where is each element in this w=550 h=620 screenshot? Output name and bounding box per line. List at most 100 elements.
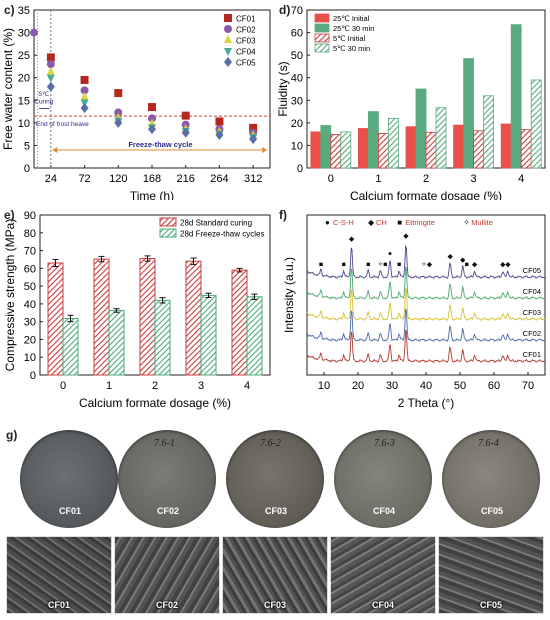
sem-label: CF02 [155,600,178,610]
cycle-arrow-head-right [262,146,268,153]
bar [310,131,322,169]
legend-label: C-S-H [333,218,354,227]
sem-label: CF03 [263,600,286,610]
y-tick-label: 10 [291,140,303,152]
xrd-pattern [306,245,546,279]
y-tick-label: 35 [18,5,30,17]
dish-cf05: 7.6-4 CF05 [442,430,542,530]
fluidity-chart: 0 10 20 30 40 50 60 70 0 1 2 3 4 Calcium formate dosa… [276,3,546,203]
bar [320,125,332,169]
data-point [224,35,232,43]
data-point [80,102,89,113]
bar [463,58,475,169]
dish-surface [226,430,324,528]
legend-label: CF04 [236,48,256,57]
y-tick-label: 80 [24,228,36,240]
legend-label: 28d Standard curing [180,219,252,228]
dish-label: CF02 [156,506,179,516]
data-point [80,75,89,84]
legend-swatch [314,23,330,33]
data-point [46,60,55,69]
x-tick-label: 168 [143,173,161,185]
xrd-chart: 10 20 30 40 50 60 70 2 Theta (°) Intensity (a.u.… [279,208,546,410]
legend-symbol: ● [325,218,330,227]
dish-surface [442,430,540,528]
y-tick-label: 20 [291,118,303,130]
compressive-strength-chart: 0 10 20 30 40 50 60 70 80 90 0 1 2 3 4 Calcium formate … [3,208,271,410]
bar [530,79,542,169]
peak-marker: ◆ [505,262,511,269]
x-tick-label: 2 [423,173,429,185]
bar [435,107,447,169]
peak-marker: ● [388,250,392,257]
x-axis-title: Calcium formate dosage (%) [79,396,231,410]
data-point [46,74,55,83]
peak-marker: ◆ [472,262,478,269]
x-tick-label: 3 [198,380,204,392]
x-tick-label: 10 [318,380,330,392]
y-tick-label: 50 [24,281,36,293]
data-point [148,103,156,112]
y-tick-label: 0 [297,163,303,175]
legend-symbol: ■ [397,218,402,227]
x-tick-label: 216 [177,173,195,185]
x-tick-label: 0 [60,380,66,392]
bar [139,258,156,376]
cycle-arrow-head-left [52,146,58,153]
dish-surface [20,430,118,528]
sem-label: CF05 [479,600,502,610]
x-tick-label: 20 [352,380,364,392]
data-point [114,108,123,117]
sem-label: CF01 [47,600,70,610]
peak-marker: ■ [366,262,370,269]
data-point [224,48,232,56]
series-label: CF04 [523,287,541,296]
x-tick-label: 40 [420,380,432,392]
dish-label: CF04 [372,506,395,516]
data-point [181,127,190,138]
peak-marker: ✧ [421,261,427,269]
frost-heave-label: End of frost heave [36,121,89,128]
x-tick-label: 264 [210,173,228,185]
bar [62,317,79,376]
x-tick-label: 70 [522,380,534,392]
x-tick-label: 24 [45,173,57,185]
dish-note: 7.6-3 [374,438,395,449]
bar [47,262,64,376]
series-label: CF02 [523,329,541,338]
y-tick-label: 40 [291,73,303,85]
bar [330,134,342,169]
peak-marker: ◆ [403,233,409,240]
x-tick-label: 0 [328,173,334,185]
x-tick-label: 312 [244,173,262,185]
x-axis-title: 2 Theta (°) [398,396,455,410]
sem-label: CF04 [371,600,394,610]
peak-marker: ■ [397,262,401,269]
panel-letter: f) [279,208,287,222]
legend-label: CH [376,218,387,227]
y-tick-label: 0 [24,163,30,175]
series-label: CF03 [523,308,541,317]
dish-cf04: 7.6-3 CF04 [334,430,434,530]
x-tick-label: 1 [106,380,112,392]
y-tick-label: 50 [291,50,303,62]
y-tick-label: 5 [24,140,30,152]
peak-marker: ◆ [500,262,506,269]
legend-symbol: ◆ [368,218,375,227]
y-tick-label: 20 [18,73,30,85]
y-tick-label: 10 [24,352,36,364]
peak-marker: ✧ [378,261,384,269]
x-tick-label: 1 [375,173,381,185]
bar [473,130,485,169]
xrd-pattern [306,266,546,300]
curing-label-2: Curing [34,98,54,105]
legend-swatch [314,33,330,43]
bar [510,24,522,169]
panel-letter: d) [279,3,290,17]
data-point [215,117,224,126]
dish-label: CF01 [58,506,81,516]
legend-label: 5℃ 30 min [333,44,370,53]
x-tick-label: 60 [488,380,500,392]
y-axis-title: Free water content (%) [1,28,15,150]
y-tick-label: 90 [24,210,36,222]
